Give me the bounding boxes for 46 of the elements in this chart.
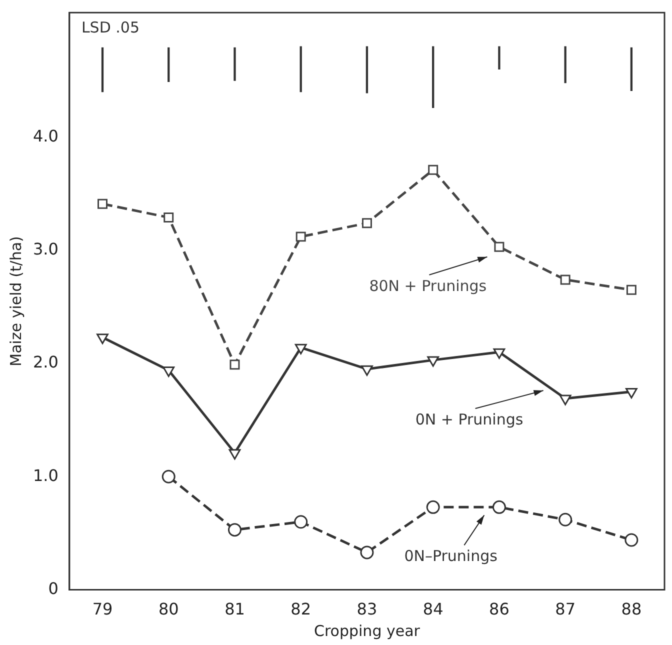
point [626,284,636,295]
y-tick-label: 2.0 [32,352,58,372]
point [362,218,372,228]
text: 0N + Prunings [415,410,524,428]
point [494,242,504,252]
point [96,334,108,344]
x-tick-label: 87 [555,600,576,619]
point [162,470,176,484]
y-axis-title: Maize yield (t/ha) [6,236,25,366]
x-tick-label: 79 [92,600,113,619]
point [98,198,108,209]
series-label: 80N + Prunings [369,276,487,295]
x-tick-label: 82 [290,600,312,619]
point [559,394,572,406]
point [230,360,240,370]
point [228,449,241,460]
y-tick-label: 4.0 [32,126,58,146]
x-tick-label: 84 [422,600,444,619]
x-axis-title: Cropping year [314,622,421,640]
point [228,523,242,537]
x-tick-label: 81 [224,600,245,619]
point [492,500,506,514]
y-tick-label: 0 [48,578,58,598]
x-tick-label: 88 [621,600,642,619]
point [426,500,440,514]
point [624,533,638,547]
y-tick-label: 3.0 [32,239,58,258]
point [558,512,572,526]
point [162,366,175,377]
x-tick-label: 80 [158,600,179,619]
point [428,164,438,175]
series-label: 0N–Prunings [404,547,498,566]
y-tick-label: 1.0 [32,466,58,485]
x-tick-label: 83 [356,600,378,619]
point [560,274,570,285]
point [164,212,174,222]
point [294,344,307,354]
x-tick-label: 86 [489,600,510,619]
series-label: LSD .05 [81,18,140,36]
point [361,365,373,376]
point [294,515,308,529]
point [296,232,306,242]
point [625,388,638,398]
point [493,348,506,359]
point [360,546,374,560]
point [427,356,440,367]
